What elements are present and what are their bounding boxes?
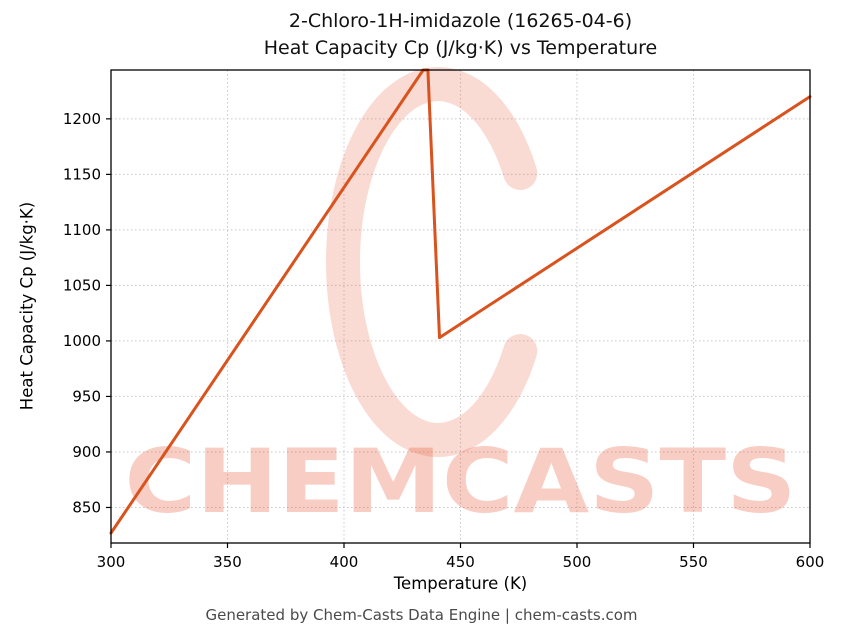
chart-title-line2: Heat Capacity Cp (J/kg·K) vs Temperature [263, 37, 658, 59]
watermark-ring-icon [326, 67, 538, 457]
footer-attribution: Generated by Chem-Casts Data Engine | ch… [205, 606, 638, 624]
chart-title: 2-Chloro-1H-imidazole (16265-04-6) Heat … [111, 8, 810, 62]
y-tick-label: 1100 [63, 221, 101, 239]
x-tick-label: 450 [446, 553, 475, 571]
y-tick-label: 1150 [63, 165, 101, 183]
x-tick-label: 400 [330, 553, 359, 571]
x-tick-label: 350 [213, 553, 242, 571]
watermark-text: CHEMCASTS [125, 430, 797, 533]
x-axis-label: Temperature (K) [393, 574, 528, 593]
chart-title-line1: 2-Chloro-1H-imidazole (16265-04-6) [288, 10, 633, 32]
y-tick-label: 900 [72, 443, 101, 461]
y-tick-label: 1050 [63, 276, 101, 294]
x-tick-label: 500 [563, 553, 592, 571]
y-tick-label: 950 [72, 387, 101, 405]
x-tick-label: 300 [97, 553, 126, 571]
x-tick-label: 600 [796, 553, 825, 571]
y-tick-label: 1200 [63, 110, 101, 128]
y-tick-label: 850 [72, 498, 101, 516]
x-tick-label: 550 [679, 553, 708, 571]
y-tick-label: 1000 [63, 332, 101, 350]
y-axis-label: Heat Capacity Cp (J/kg·K) [17, 201, 37, 411]
